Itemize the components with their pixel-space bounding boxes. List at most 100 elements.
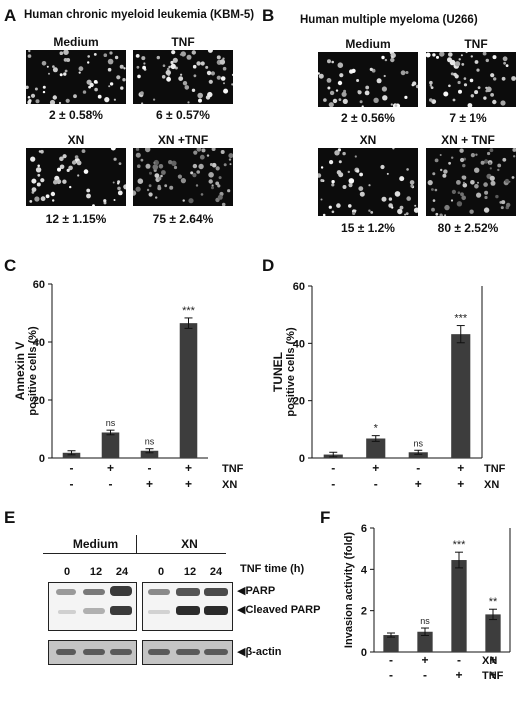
cell-dot xyxy=(477,86,481,89)
cell-dot xyxy=(36,182,41,187)
significance-label: ns xyxy=(145,437,155,447)
cell-dot xyxy=(338,160,342,164)
cell-dot xyxy=(83,169,89,174)
cell-dot xyxy=(94,87,98,92)
bar xyxy=(366,438,386,458)
cell-dot xyxy=(474,90,479,95)
cell-dot xyxy=(380,164,385,170)
cell-dot xyxy=(208,79,213,84)
band xyxy=(204,606,228,615)
cell-dot xyxy=(93,53,97,56)
cell-dot xyxy=(465,52,468,54)
cell-dot xyxy=(480,160,485,165)
panel-b-micrograph-tnf xyxy=(426,52,516,107)
blot-time-label: TNF time (h) xyxy=(240,563,305,575)
cell-dot xyxy=(443,91,449,97)
cell-dot xyxy=(59,156,64,162)
cell-dot xyxy=(368,209,371,212)
cell-dot xyxy=(485,89,488,93)
cell-dot xyxy=(141,56,146,61)
treatment-sign: + xyxy=(489,668,496,682)
y-tick-label: 4 xyxy=(361,564,368,576)
cell-dot xyxy=(137,74,141,79)
cell-dot xyxy=(434,158,439,163)
cell-dot xyxy=(97,94,102,99)
cell-dot xyxy=(222,66,227,71)
cell-dot xyxy=(470,55,473,58)
cell-dot xyxy=(69,185,72,189)
panel-b-title: Human multiple myeloma (U266) xyxy=(300,14,478,26)
y-tick-label: 20 xyxy=(293,396,305,408)
treatment-sign: - xyxy=(457,653,461,667)
cell-dot xyxy=(87,61,90,64)
cell-dot xyxy=(406,196,411,201)
cell-dot xyxy=(474,184,479,189)
cell-dot xyxy=(208,172,214,178)
lane-label: 24 xyxy=(209,566,223,578)
cell-dot xyxy=(116,75,121,80)
band xyxy=(176,588,200,596)
cell-dot xyxy=(186,54,192,60)
cell-dot xyxy=(359,100,363,104)
cell-dot xyxy=(31,187,37,192)
bar xyxy=(417,631,433,652)
cell-dot xyxy=(410,184,414,188)
cell-dot xyxy=(448,52,453,57)
cell-dot xyxy=(331,60,334,64)
cell-dot xyxy=(120,86,124,90)
cell-dot xyxy=(182,81,188,86)
cell-dot xyxy=(34,196,40,202)
treatment-sign: + xyxy=(421,653,428,667)
cell-dot xyxy=(135,148,140,151)
cell-dot xyxy=(211,148,216,151)
cell-dot xyxy=(475,153,478,156)
cell-dot xyxy=(404,95,408,99)
cell-dot xyxy=(511,76,516,81)
cell-dot xyxy=(400,70,406,76)
cell-dot xyxy=(107,67,112,72)
cell-dot xyxy=(506,202,511,208)
cell-dot xyxy=(104,97,110,103)
panel-a-image-title: XN xyxy=(67,133,85,147)
cell-dot xyxy=(179,53,182,56)
cell-dot xyxy=(207,50,213,53)
cell-dot xyxy=(470,153,475,158)
cell-dot xyxy=(451,189,456,194)
bar xyxy=(485,614,501,652)
cell-dot xyxy=(109,51,113,55)
cell-dot xyxy=(87,55,90,58)
cell-dot xyxy=(327,86,331,90)
cell-dot xyxy=(192,64,197,69)
cell-dot xyxy=(339,73,344,78)
band xyxy=(58,610,76,614)
cell-dot xyxy=(180,178,186,184)
cell-dot xyxy=(328,102,334,107)
cell-dot xyxy=(154,173,160,178)
cell-dot xyxy=(113,157,117,161)
cell-dot xyxy=(477,181,479,184)
cell-dot xyxy=(431,188,434,191)
cell-dot xyxy=(483,159,489,164)
cell-dot xyxy=(63,50,69,55)
significance-label: *** xyxy=(453,539,467,551)
cell-dot xyxy=(341,91,347,97)
cell-dot xyxy=(500,206,504,210)
cell-dot xyxy=(412,81,417,86)
cell-dot xyxy=(460,54,463,57)
cell-dot xyxy=(483,207,490,213)
cell-dot xyxy=(215,166,220,171)
panel-b-image-title: XN xyxy=(359,133,377,147)
treatment-sign: + xyxy=(455,668,462,682)
cell-dot xyxy=(432,172,436,176)
cell-dot xyxy=(439,52,445,57)
band xyxy=(83,649,105,655)
significance-label: ns xyxy=(420,616,430,626)
cell-dot xyxy=(381,55,385,60)
cell-dot xyxy=(448,84,451,88)
treatment-sign: + xyxy=(107,461,114,475)
panel-a-image-title: Medium xyxy=(53,35,99,49)
cell-dot xyxy=(490,73,495,78)
cell-dot xyxy=(123,67,126,70)
cell-dot xyxy=(222,57,225,60)
